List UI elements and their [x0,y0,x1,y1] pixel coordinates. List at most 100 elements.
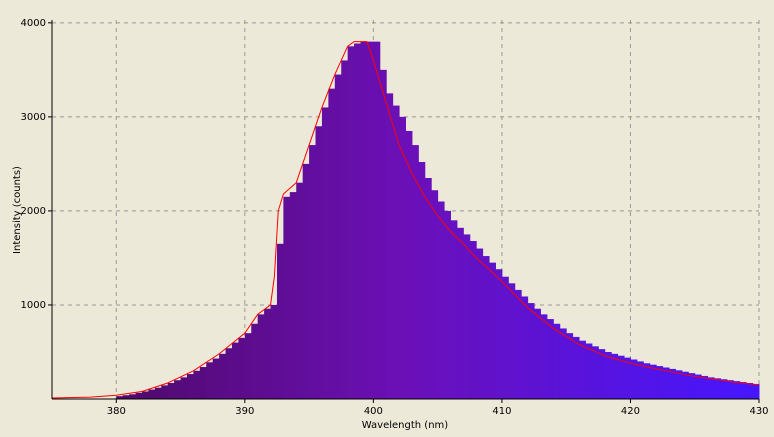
bar [212,358,220,399]
x-tick-label: 430 [749,406,768,417]
bar [135,392,143,399]
bar [598,349,606,399]
bar [302,163,310,399]
bar [122,395,130,399]
bar [206,362,214,399]
bar [566,333,574,399]
bar [129,394,137,399]
bar [546,319,554,399]
y-tick-label: 4000 [21,18,46,29]
spectrum-line [51,41,760,399]
bar [681,371,689,399]
x-axis-title: Wavelength (nm) [362,420,448,431]
bar [315,126,323,399]
bar [553,323,561,399]
bar [180,377,188,399]
bar [476,248,484,399]
bar [141,391,149,399]
bar [321,107,329,399]
bar [489,262,496,399]
bar [154,387,162,399]
bar [746,383,754,399]
bar [579,340,586,399]
bar [611,353,619,399]
bar [630,359,638,399]
bar [559,328,567,399]
bar [309,145,317,399]
bar [174,380,182,399]
x-tick-label: 390 [235,406,254,417]
bar [591,346,599,399]
bar [726,380,734,399]
bar [636,361,644,399]
y-tick-label: 2000 [21,206,46,217]
bar [424,177,432,399]
bar [604,351,612,399]
bar [386,93,394,400]
bar [617,355,625,399]
bar [720,379,728,399]
bar [501,276,509,399]
bar [733,381,741,399]
bar [225,348,233,399]
bar [656,366,664,399]
bar [456,227,464,399]
bar [585,343,593,399]
x-tick-label: 420 [621,406,640,417]
bar [707,377,715,399]
bar [662,367,670,399]
y-tick-label: 1000 [21,300,46,311]
bar [431,190,439,399]
bar [437,201,445,399]
x-tick-label: 400 [364,406,383,417]
bar [514,289,522,399]
bar [289,192,297,399]
bar [534,308,541,399]
bar [347,46,355,399]
bar [527,303,535,399]
bar [354,43,362,399]
bar [270,304,278,399]
bar [392,105,400,400]
bar [161,385,169,399]
bar [714,378,721,399]
x-tick-label: 380 [107,406,126,417]
bar [675,370,683,399]
bar [167,383,175,399]
bar [495,269,503,399]
bar [341,60,349,399]
bar [469,241,477,399]
bar [418,162,426,399]
bar [482,256,490,399]
bar [540,314,548,399]
bar [334,74,342,400]
bar [649,364,657,399]
bar [444,210,451,399]
bar [116,396,124,399]
bar [186,374,194,399]
bar [360,41,368,399]
bar [264,308,272,399]
bar [411,145,419,399]
bar [450,220,458,399]
bar [238,337,246,399]
bar [251,323,259,399]
bar [669,368,676,399]
bar [624,357,631,399]
bar [276,243,284,399]
bar [373,41,381,399]
bar [257,314,265,399]
bar [701,375,709,399]
bar [199,367,207,399]
bar [193,370,201,399]
bar [521,296,529,399]
y-tick-label: 3000 [21,112,46,123]
bar [231,342,239,399]
bar [148,389,156,399]
bar [283,196,291,399]
bar [328,88,336,400]
bar [572,336,580,399]
y-axis-title: Intensity (counts) [12,166,23,254]
bar [688,373,696,399]
